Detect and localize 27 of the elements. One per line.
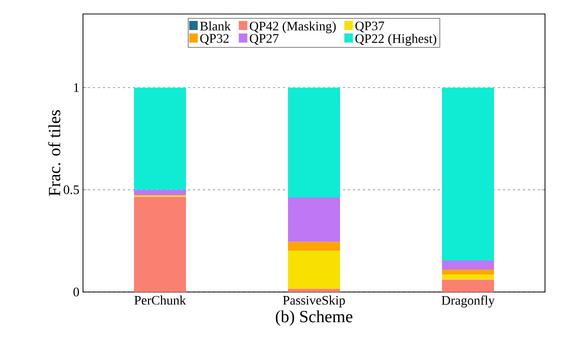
bar — [442, 280, 494, 292]
bar — [134, 190, 186, 196]
y-tick-label: 0.5 — [64, 185, 79, 194]
bar — [134, 196, 186, 292]
bar — [288, 250, 340, 289]
x-axis-title: (b) Scheme — [276, 310, 352, 326]
bar — [288, 198, 340, 242]
x-tick-label: Dragonfly — [442, 296, 495, 308]
bar — [288, 242, 340, 251]
bar — [442, 88, 494, 261]
legend-label: QP22 (Highest) — [355, 34, 436, 46]
y-axis-title: Frac. of tiles — [48, 110, 60, 196]
bar — [442, 274, 494, 280]
legend-label: Blank — [200, 21, 231, 31]
bar — [288, 88, 340, 198]
legend-label: QP32 — [200, 34, 229, 45]
bar — [288, 288, 340, 292]
bar — [442, 260, 494, 270]
bar — [442, 270, 494, 275]
legend-label: QP37 — [355, 22, 384, 32]
y-tick-label: 0 — [73, 288, 79, 296]
x-tick-label: PassiveSkip — [282, 296, 345, 308]
bar — [134, 88, 186, 190]
legend-label: QP42 (Masking) — [250, 21, 336, 34]
y-tick-label: 1 — [74, 83, 79, 92]
x-tick-label: PerChunk — [134, 296, 186, 305]
legend-label: QP27 — [250, 34, 279, 45]
